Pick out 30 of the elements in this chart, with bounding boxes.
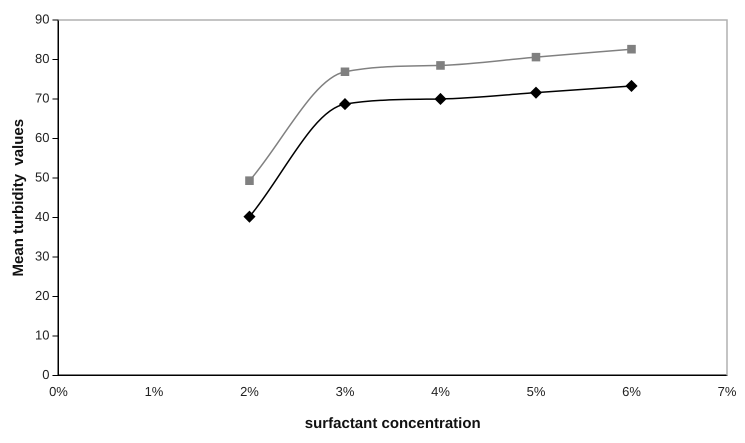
x-tick-label: 1%: [144, 384, 164, 399]
point: [436, 61, 445, 70]
point: [244, 210, 256, 222]
y-tick-label: 90: [34, 12, 50, 27]
x-tick-label: 2%: [240, 384, 260, 399]
x-tick-label: 0%: [49, 384, 68, 399]
point: [627, 44, 636, 54]
y-tick-label: 30: [34, 248, 50, 264]
x-tick-label: 5%: [526, 384, 546, 399]
point: [434, 93, 446, 105]
y-tick-label: 50: [34, 170, 50, 185]
y-tick-label: 20: [34, 288, 50, 303]
point: [530, 86, 542, 98]
x-axis-title: surfactant concentration: [304, 415, 481, 432]
y-axis-title: Mean turbidity values: [10, 118, 28, 276]
y-tick-label: 80: [34, 51, 50, 66]
x-tick-label: 4%: [431, 384, 450, 399]
x-tick-label: 6%: [622, 384, 642, 399]
y-tick-label: 0: [42, 366, 50, 382]
x-tick-label: 3%: [336, 384, 355, 399]
point: [626, 80, 638, 92]
y-tick-label: 40: [34, 209, 50, 224]
y-tick-label: 10: [34, 327, 50, 342]
y-tick-label: 60: [34, 130, 50, 146]
x-tick-label: 7%: [718, 384, 737, 399]
point: [339, 98, 351, 110]
point: [340, 67, 350, 76]
point: [245, 176, 254, 186]
point: [532, 52, 540, 62]
y-tick-label: 70: [34, 90, 50, 106]
